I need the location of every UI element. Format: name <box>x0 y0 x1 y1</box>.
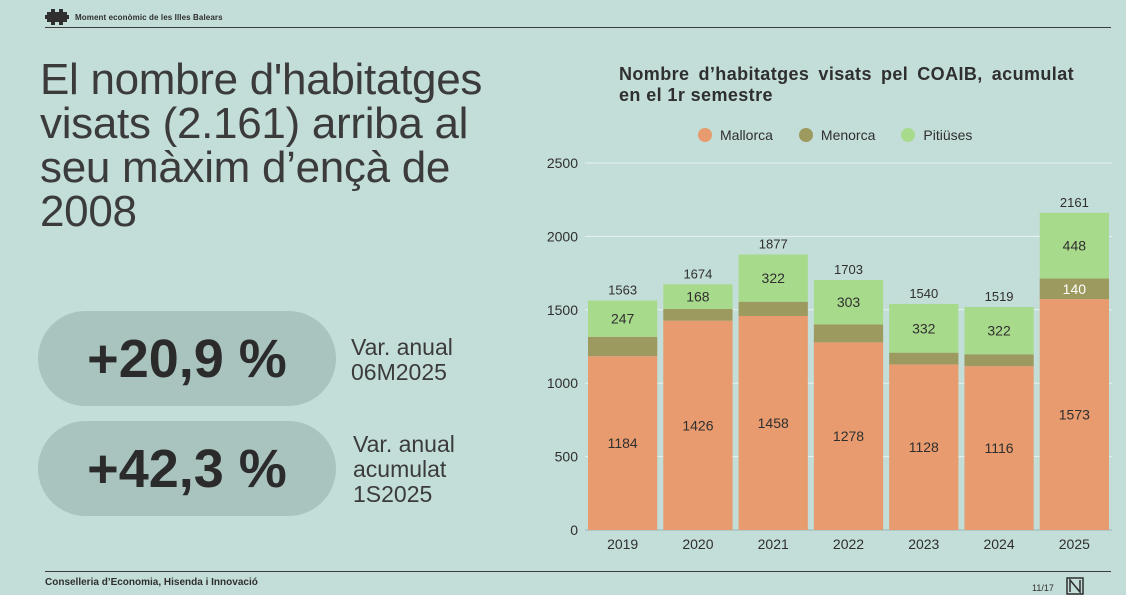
bar-segment-menorca <box>813 324 884 343</box>
data-label-mallorca: 1426 <box>682 417 713 433</box>
x-tick-label: 2023 <box>908 536 939 552</box>
bar-segment-menorca <box>738 301 808 316</box>
bar-segment-mallorca <box>1039 299 1109 530</box>
bar-segment-mallorca <box>738 315 808 530</box>
page-title: El nombre d'habitatges visats (2.161) ar… <box>40 55 483 236</box>
x-tick-label: 2019 <box>607 536 638 552</box>
stat-caption-cumulative: Var. anual acumulat 1S2025 <box>353 431 455 507</box>
legend-item-menorca: Menorca <box>798 127 876 143</box>
total-label: 1674 <box>683 266 712 281</box>
stat-pill-monthly: +20,9 % <box>38 311 336 406</box>
total-label: 1540 <box>909 286 938 301</box>
data-label-mallorca: 1458 <box>758 415 789 431</box>
total-label: 1703 <box>834 262 863 277</box>
bar-segment-pitiuses <box>663 284 733 309</box>
data-label-pitiuses: 322 <box>762 270 786 286</box>
legend-item-mallorca: Mallorca <box>698 127 773 143</box>
data-label-pitiuses: 332 <box>912 320 936 336</box>
report-header: Moment econòmic de les Illes Balears <box>45 8 223 26</box>
data-label-mallorca: 1128 <box>909 439 939 455</box>
data-label-pitiuses: 247 <box>611 311 635 327</box>
data-label-pitiuses: 303 <box>837 294 861 310</box>
footer-divider <box>45 571 1111 572</box>
legend-swatch-menorca <box>798 128 813 142</box>
legend-label-pitiuses: Pitiüses <box>923 127 973 143</box>
data-label-menorca: 140 <box>1063 281 1087 297</box>
bar-segment-pitiuses <box>964 307 1034 355</box>
legend-swatch-mallorca <box>698 128 712 142</box>
data-label-mallorca: 1116 <box>985 440 1014 456</box>
total-label: 1519 <box>985 289 1014 304</box>
chart-title: Nombre d’habitatges visats pel COAIB, ac… <box>619 64 1074 105</box>
bar-segment-mallorca <box>663 320 733 530</box>
bar-segment-menorca <box>663 308 733 321</box>
data-label-mallorca: 1278 <box>833 428 864 444</box>
bar-segment-mallorca <box>588 356 658 530</box>
page-number: 11/17 <box>1032 583 1054 593</box>
bar-segment-pitiuses <box>1039 212 1109 279</box>
data-label-pitiuses: 448 <box>1063 238 1087 254</box>
data-label-mallorca: 1573 <box>1059 407 1090 423</box>
total-label: 1877 <box>759 236 788 251</box>
bar-segment-menorca <box>964 354 1034 367</box>
bar-segment-pitiuses <box>738 254 808 302</box>
bar-segment-mallorca <box>813 342 884 530</box>
y-tick-label: 500 <box>555 449 579 465</box>
x-tick-label: 2020 <box>682 536 713 552</box>
header-divider <box>45 27 1111 28</box>
legend-item-pitiuses: Pitiüses <box>901 127 972 143</box>
stacked-bar-chart: 0 500 1000 1500 2000 2500 1184 247 1563 2019 1426 1… <box>547 155 1112 552</box>
y-tick-label: 1000 <box>547 375 578 391</box>
bar-segment-pitiuses <box>813 279 884 325</box>
y-tick-label: 0 <box>570 522 578 538</box>
bar-segment-pitiuses <box>889 303 959 353</box>
x-tick-label: 2022 <box>833 536 864 552</box>
legend-label-mallorca: Mallorca <box>720 127 773 143</box>
y-tick-label: 2500 <box>547 155 578 171</box>
y-tick-label: 2000 <box>547 228 578 244</box>
data-label-pitiuses: 168 <box>686 289 710 305</box>
government-logo-icon <box>1066 577 1084 595</box>
legend-swatch-pitiuses <box>901 128 916 142</box>
chart-legend: Mallorca Menorca Pitiüses <box>698 127 972 143</box>
bar-segment-mallorca <box>964 366 1034 530</box>
data-label-pitiuses: 322 <box>987 323 1011 339</box>
x-tick-label: 2025 <box>1059 536 1090 552</box>
x-tick-label: 2021 <box>758 536 789 552</box>
x-tick-label: 2024 <box>983 536 1014 552</box>
bar-segment-menorca <box>889 352 959 365</box>
header-title: Moment econòmic de les Illes Balears <box>75 12 223 22</box>
data-label-mallorca: 1184 <box>608 435 638 451</box>
legend-label-menorca: Menorca <box>820 127 876 143</box>
total-label: 1563 <box>608 283 637 298</box>
bar-segment-mallorca <box>889 364 959 530</box>
stat-caption-monthly: Var. anual 06M2025 <box>351 334 453 385</box>
bar-segment-menorca <box>588 336 658 357</box>
bar-segment-menorca <box>1039 278 1109 300</box>
y-tick-label: 1500 <box>547 302 578 318</box>
bar-segment-pitiuses <box>588 300 658 337</box>
stat-pill-cumulative: +42,3 % <box>38 421 336 516</box>
footer-department: Conselleria d’Economia, Hisenda i Innova… <box>45 577 258 588</box>
puzzle-logo-icon <box>45 9 69 25</box>
total-label: 2161 <box>1060 195 1089 210</box>
